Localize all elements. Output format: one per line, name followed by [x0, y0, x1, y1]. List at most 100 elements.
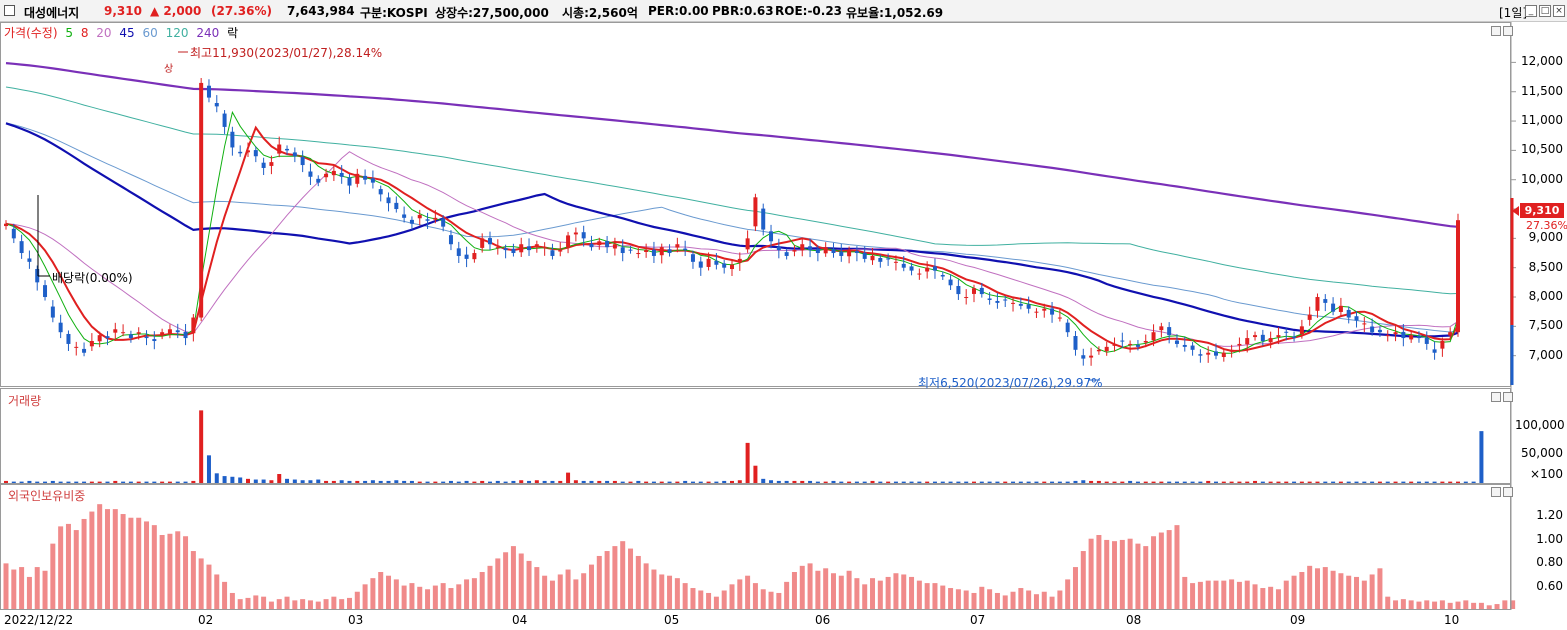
foreign-holding-bar	[1018, 588, 1024, 609]
candle-body	[1190, 345, 1195, 350]
volume-bar	[1159, 481, 1164, 483]
foreign-holding-bar	[862, 584, 868, 609]
candle-body	[363, 175, 368, 180]
foreign-holding-bar	[690, 588, 696, 609]
foreign-holding-bar	[58, 526, 64, 609]
candle-body	[1167, 327, 1172, 336]
minimize-button[interactable]: _	[1525, 5, 1537, 17]
candle-body	[472, 253, 477, 260]
volume-tick-50000: 50,000	[1521, 446, 1563, 460]
volume-bar	[261, 479, 266, 483]
candle-body	[761, 208, 766, 230]
volume-bar	[1096, 480, 1101, 483]
volume-bar	[917, 481, 922, 483]
volume-bar	[753, 465, 758, 483]
volume-bar	[995, 481, 1000, 483]
candle-body	[886, 258, 891, 260]
candle-body	[847, 250, 852, 257]
foreign-holding-bar	[620, 541, 626, 609]
candle-body	[128, 334, 133, 339]
volume-bar	[769, 480, 774, 483]
volume-bar	[480, 480, 485, 483]
volume-bar	[1206, 480, 1211, 483]
select-checkbox[interactable]	[4, 5, 15, 16]
volume-bar	[222, 476, 227, 483]
candle-body	[370, 178, 375, 183]
candle-body	[878, 258, 883, 262]
volume-bar	[300, 480, 305, 483]
candle-body	[50, 306, 55, 318]
volume-bar	[152, 481, 157, 483]
volume-bar	[605, 480, 610, 483]
foreign-holding-bar	[81, 518, 87, 609]
volume-bar	[277, 474, 282, 483]
current-change-pct: 27.36%	[1526, 219, 1567, 232]
candle-body	[1143, 341, 1148, 343]
volume-bar	[1432, 481, 1437, 483]
volume-bar	[893, 481, 898, 483]
volume-bar	[11, 481, 16, 483]
volume-bar	[1370, 481, 1375, 483]
candle-body	[636, 253, 641, 255]
price-tick-7000: 7,000	[1528, 347, 1563, 362]
price-pane-close-button[interactable]	[1503, 26, 1513, 36]
volume-bar	[800, 480, 805, 483]
foreign-holding-bar	[1072, 567, 1078, 609]
foreign-holding-bar	[425, 589, 431, 609]
foreign-pane-min-button[interactable]	[1491, 487, 1501, 497]
foreign-holding-bar	[994, 592, 1000, 609]
candle-body	[1424, 337, 1429, 344]
foreign-holding-bar	[1049, 596, 1055, 609]
close-button[interactable]: ×	[1553, 5, 1565, 17]
volume-bar	[4, 480, 8, 483]
volume-bar	[246, 478, 250, 483]
volume-bar	[1456, 481, 1460, 483]
candle-body	[659, 247, 664, 256]
maximize-button[interactable]: □	[1539, 5, 1551, 17]
foreign-holding-bar	[26, 576, 32, 609]
foreign-holding-bar	[417, 586, 423, 609]
candle-body	[448, 235, 453, 245]
candle-body	[667, 249, 672, 254]
volume-bar	[1260, 481, 1265, 483]
date-label-09: 09	[1290, 613, 1306, 627]
price-pane-min-button[interactable]	[1491, 26, 1501, 36]
foreign-holding-bar	[791, 572, 797, 609]
foreign-holding-bar	[167, 533, 173, 609]
volume-bar	[456, 481, 461, 483]
volume-bar	[1416, 481, 1421, 483]
period-selector[interactable]: [1일]	[1499, 6, 1528, 20]
per-value: PER:0.00	[648, 4, 709, 18]
volume-bar	[714, 481, 719, 483]
candle-body	[542, 247, 547, 249]
volume-pane-close-button[interactable]	[1503, 392, 1513, 402]
volume-bar	[1409, 481, 1414, 483]
foreign-holding-bar	[745, 575, 751, 609]
candle-body	[191, 317, 196, 334]
volume-bar	[1229, 481, 1234, 483]
candle-body	[1198, 354, 1203, 356]
foreign-holding-bar	[362, 584, 368, 609]
volume-bar	[870, 480, 875, 483]
candle-body	[737, 258, 742, 263]
candle-body	[35, 269, 40, 283]
volume-pane-min-button[interactable]	[1491, 392, 1501, 402]
volume-bar	[1393, 481, 1398, 483]
volume-bar	[581, 480, 586, 483]
candle-body	[1050, 308, 1055, 315]
foreign-holding-bar	[776, 592, 782, 609]
volume-bar	[74, 481, 79, 483]
candle-body	[948, 279, 953, 286]
foreign-holding-bar	[557, 574, 563, 609]
volume-bar	[1135, 481, 1140, 483]
candle-body	[464, 254, 469, 259]
foreign-pane-close-button[interactable]	[1503, 487, 1513, 497]
volume-bar	[214, 473, 219, 483]
volume-bar	[43, 481, 48, 483]
candle-body	[722, 263, 727, 268]
foreign-holding-bar	[386, 575, 392, 609]
candle-body	[1174, 340, 1179, 344]
foreign-holding-bar	[120, 514, 126, 609]
foreign-holding-bar	[885, 576, 891, 609]
